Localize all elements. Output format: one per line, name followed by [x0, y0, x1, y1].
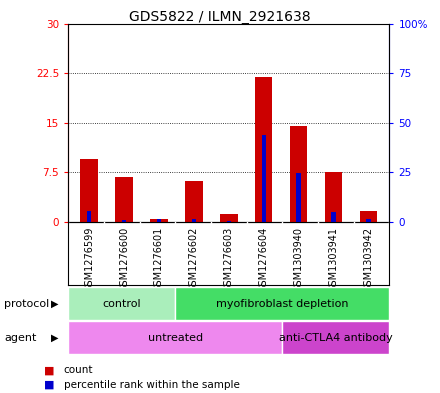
Text: control: control	[103, 299, 141, 309]
Text: GSM1276601: GSM1276601	[154, 227, 164, 292]
Bar	[122, 220, 126, 222]
Text: GSM1276603: GSM1276603	[224, 227, 234, 292]
Text: ▶: ▶	[51, 333, 58, 343]
Text: myofibroblast depletion: myofibroblast depletion	[216, 299, 348, 309]
Bar	[261, 135, 266, 222]
Bar	[297, 173, 301, 222]
Text: GSM1303940: GSM1303940	[293, 227, 304, 292]
Bar	[220, 214, 238, 222]
Bar	[325, 173, 342, 222]
Text: agent: agent	[4, 333, 37, 343]
Text: ■: ■	[44, 365, 55, 375]
Bar	[157, 219, 161, 222]
Text: untreated: untreated	[148, 333, 203, 343]
Text: protocol: protocol	[4, 299, 50, 309]
Text: GSM1276599: GSM1276599	[84, 227, 94, 292]
Text: percentile rank within the sample: percentile rank within the sample	[64, 380, 240, 390]
Bar	[150, 219, 168, 222]
Bar	[192, 219, 196, 222]
Bar	[81, 159, 98, 222]
Bar	[331, 212, 336, 222]
Bar	[227, 221, 231, 222]
Text: GSM1276604: GSM1276604	[259, 227, 269, 292]
Text: GSM1303941: GSM1303941	[329, 227, 338, 292]
Text: count: count	[64, 365, 93, 375]
Bar	[115, 177, 133, 222]
Bar	[87, 211, 92, 222]
Text: ■: ■	[44, 380, 55, 390]
Text: GSM1303942: GSM1303942	[363, 227, 374, 292]
Text: GSM1276600: GSM1276600	[119, 227, 129, 292]
Bar	[290, 126, 308, 222]
Text: ▶: ▶	[51, 299, 58, 309]
Text: GDS5822 / ILMN_2921638: GDS5822 / ILMN_2921638	[129, 10, 311, 24]
Text: GSM1276602: GSM1276602	[189, 227, 199, 292]
Bar	[366, 219, 370, 222]
Bar	[175, 287, 389, 320]
Bar	[185, 181, 202, 222]
Bar	[68, 321, 282, 354]
Bar	[68, 287, 175, 320]
Text: anti-CTLA4 antibody: anti-CTLA4 antibody	[279, 333, 393, 343]
Bar	[360, 211, 377, 222]
Bar	[255, 77, 272, 222]
Bar	[282, 321, 389, 354]
